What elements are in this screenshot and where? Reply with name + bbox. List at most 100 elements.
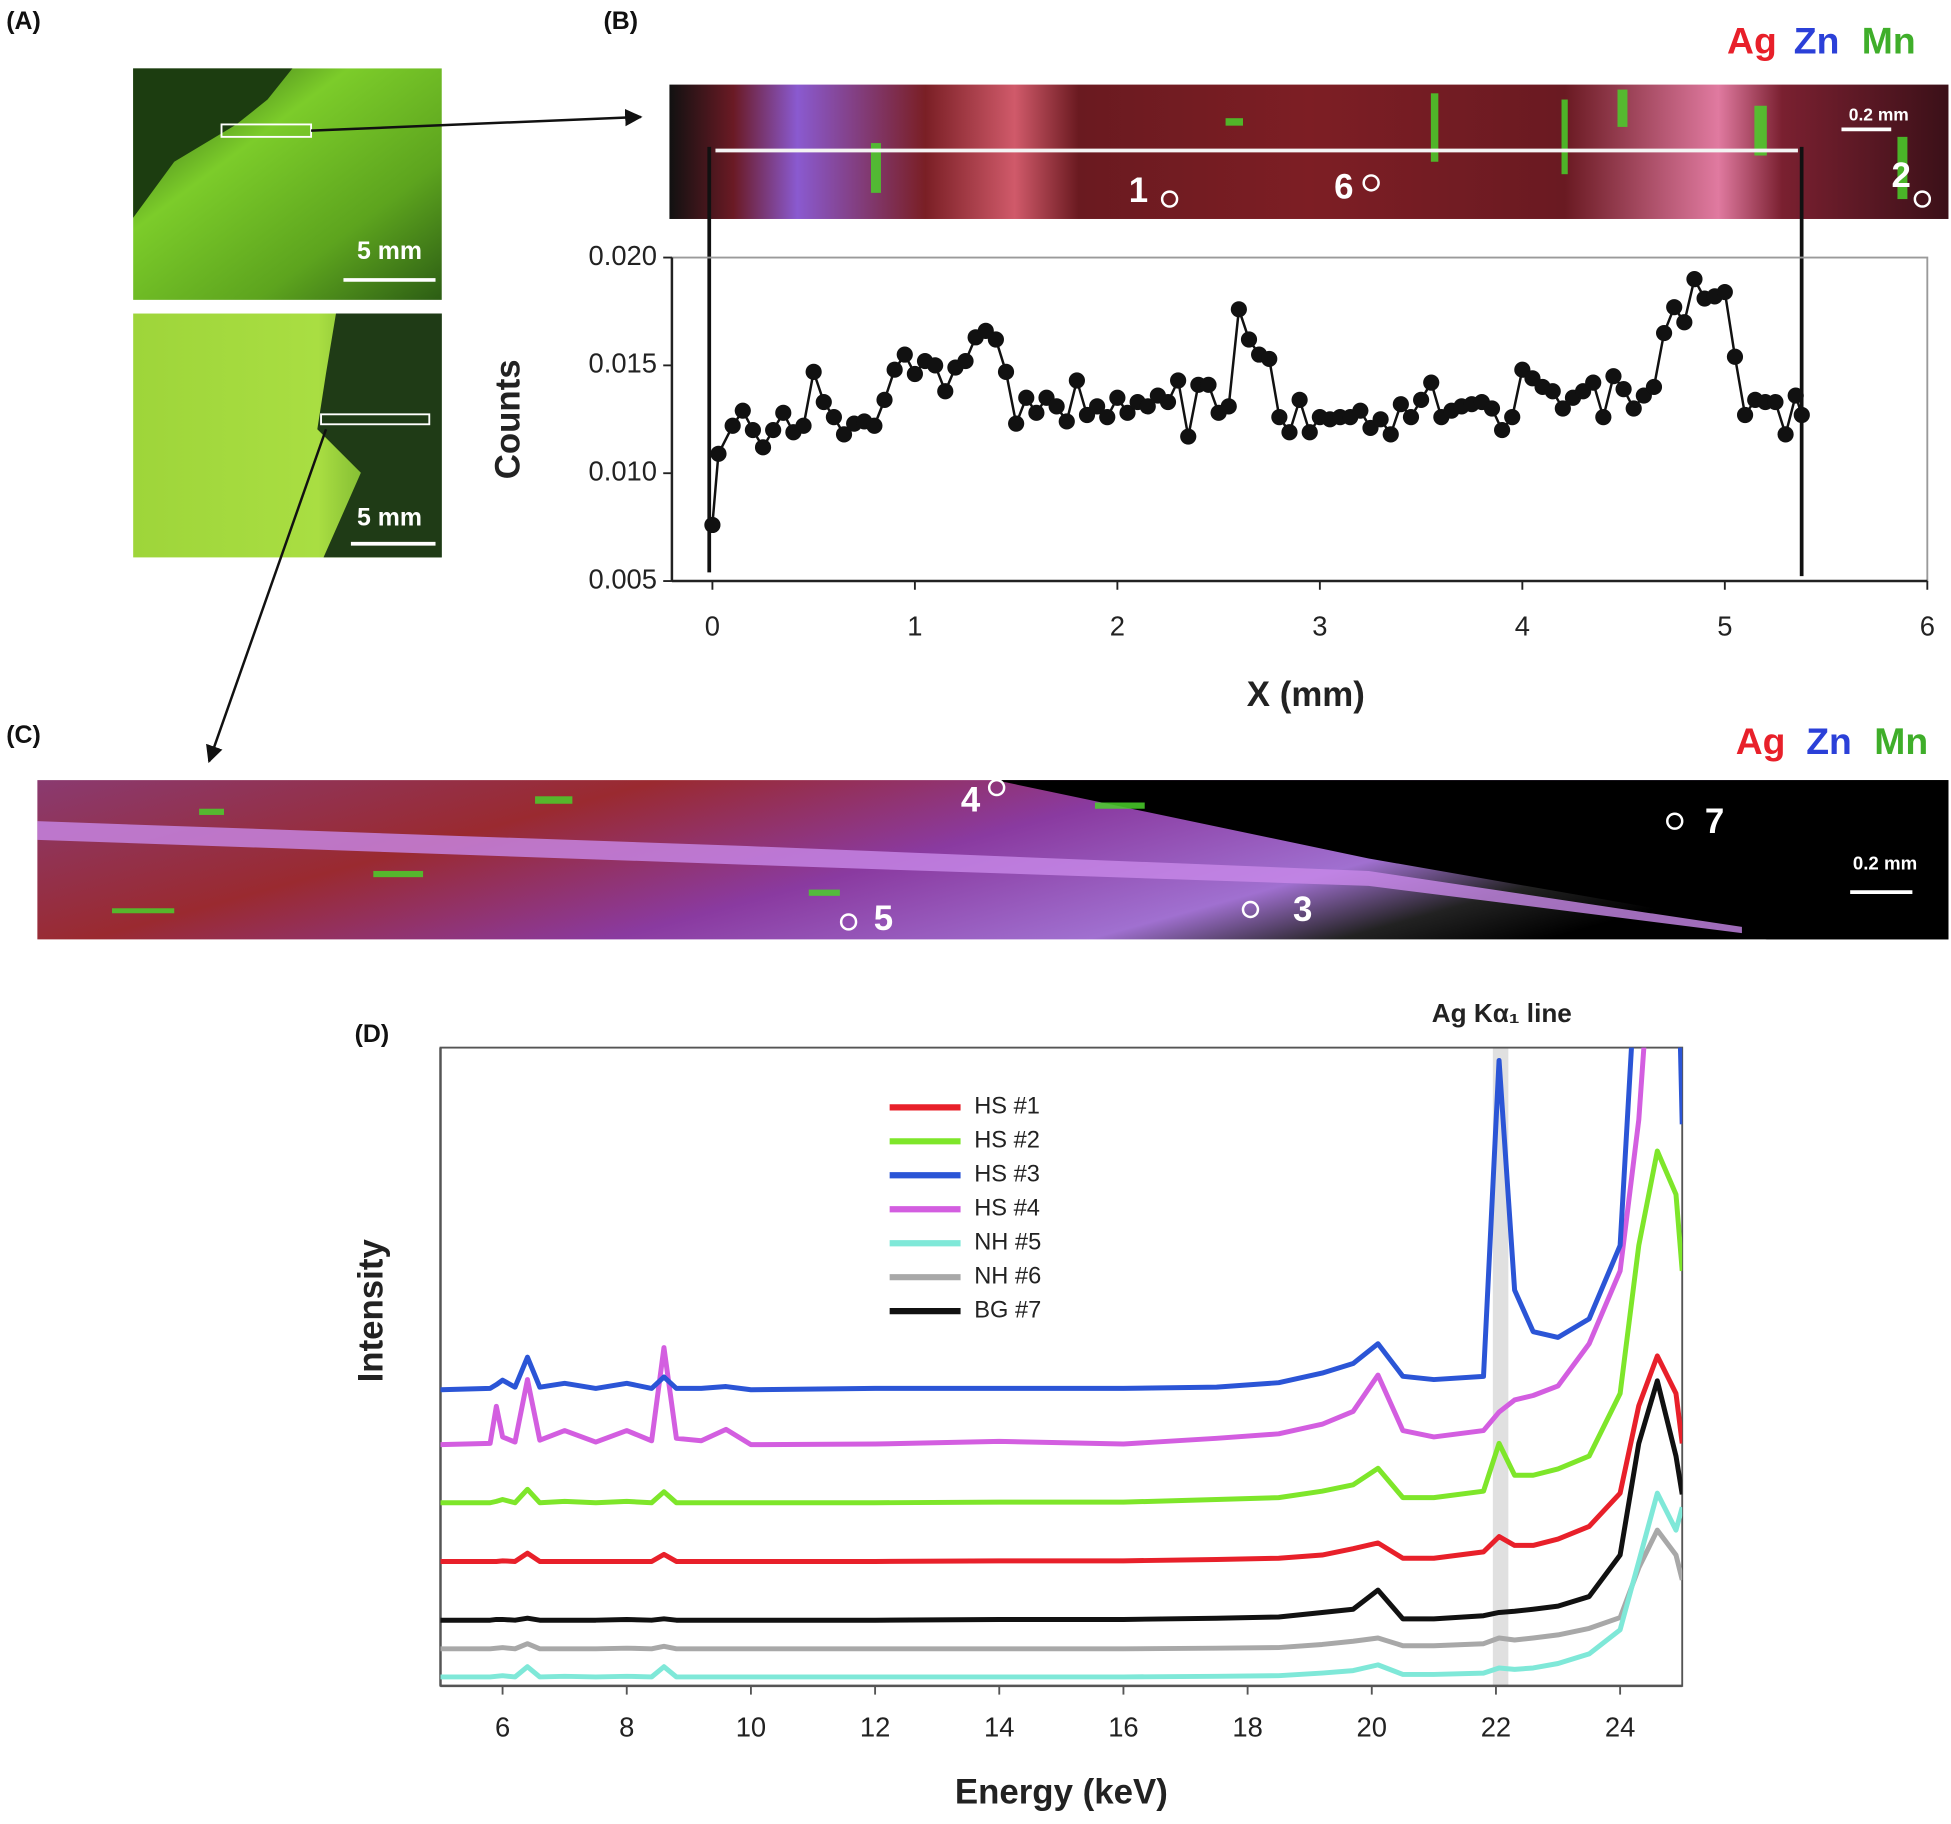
data-point: [1139, 398, 1156, 415]
series: [440, 1047, 1647, 1448]
point-marker: [1241, 900, 1260, 919]
data-point: [927, 357, 944, 374]
x-tick-label: 24: [1605, 1712, 1635, 1743]
point-label: 1: [1129, 171, 1148, 210]
data-point: [744, 421, 761, 439]
data-point: [815, 393, 832, 411]
data-point: [1666, 299, 1683, 316]
data-point: [1220, 398, 1237, 415]
scale-bar-label: 0.2 mm: [1853, 853, 1917, 874]
data-point: [1028, 404, 1045, 421]
series-line: [440, 1353, 1683, 1564]
y-axis-label: Counts: [488, 359, 527, 479]
data-point: [1372, 411, 1389, 428]
data-point: [1494, 421, 1511, 439]
data-point: [987, 331, 1004, 348]
data-point: [1402, 409, 1420, 426]
data-point: [1767, 393, 1784, 411]
point-marker: [987, 778, 1006, 797]
data-point: [896, 346, 913, 363]
panel-label: (D): [355, 1020, 390, 1048]
x-tick-label: 12: [860, 1712, 890, 1743]
data-point: [937, 383, 954, 400]
series-line: [440, 1047, 1683, 1393]
map-c-band: [37, 821, 1742, 934]
data-point: [835, 426, 853, 443]
series: [440, 1148, 1683, 1506]
x-tick-label: 10: [736, 1712, 766, 1743]
data-point: [906, 365, 923, 383]
data-point: [1068, 372, 1085, 389]
legend-label: HS #4: [974, 1195, 1040, 1221]
data-point: [805, 363, 822, 380]
data-point: [775, 404, 792, 421]
point-label: 4: [961, 781, 981, 820]
data-point: [1119, 404, 1136, 421]
series-line: [440, 1527, 1683, 1652]
point-marker: [1362, 174, 1380, 192]
point-label: 3: [1293, 890, 1312, 929]
scale-bar-label: 5 mm: [357, 503, 422, 531]
data-point: [1676, 314, 1693, 331]
series: [440, 1353, 1683, 1564]
data-point: [1423, 374, 1440, 391]
series: [440, 1378, 1683, 1623]
x-tick-label: 16: [1108, 1712, 1138, 1743]
data-point: [710, 445, 727, 462]
data-point: [1159, 393, 1177, 411]
data-point: [1585, 374, 1602, 391]
data-point: [866, 417, 883, 434]
data-point: [765, 421, 782, 439]
data-point: [1655, 324, 1673, 342]
series: [440, 1527, 1683, 1652]
data-point: [1392, 396, 1409, 413]
highlight-band: [1492, 1047, 1509, 1686]
data-point: [825, 409, 842, 426]
data-point: [1301, 424, 1318, 441]
point-label: 7: [1705, 802, 1724, 841]
x-tick-label: 14: [984, 1712, 1014, 1743]
data-point: [997, 363, 1015, 380]
data-point: [1230, 301, 1247, 318]
x-tick-label: 8: [619, 1712, 634, 1743]
roi-box: [320, 413, 431, 426]
data-point: [795, 417, 812, 434]
series-line: [440, 1378, 1683, 1623]
x-tick-label: 20: [1357, 1712, 1387, 1743]
image-a-dark: [317, 313, 442, 558]
y-tick-label: 0.005: [589, 563, 657, 594]
data-point: [1200, 376, 1217, 393]
data-point: [1544, 383, 1561, 400]
data-point: [1089, 398, 1106, 415]
series-line: [440, 1047, 1647, 1448]
data-point: [1170, 372, 1187, 389]
point-label: 6: [1334, 167, 1353, 206]
legend-label: HS #3: [974, 1162, 1040, 1188]
data-point: [1726, 348, 1744, 365]
x-tick-label: 1: [907, 611, 922, 642]
x-tick-label: 0: [705, 611, 720, 642]
series: [440, 1490, 1683, 1680]
panel-label: (B): [603, 7, 638, 35]
point-marker: [1666, 812, 1684, 830]
data-point: [957, 352, 974, 370]
data-point: [886, 361, 903, 378]
data-point: [1291, 391, 1308, 408]
element-label: Mn: [1874, 720, 1928, 762]
data-point: [1625, 400, 1642, 417]
data-point: [704, 516, 721, 534]
element-label: Zn: [1794, 19, 1840, 61]
data-point: [1595, 409, 1612, 426]
annotation: Ag Kα₁ line: [1432, 998, 1572, 1028]
data-point: [1483, 400, 1501, 417]
data-point: [724, 417, 741, 434]
data-point: [1240, 331, 1258, 348]
element-label: Ag: [1727, 19, 1777, 61]
x-axis-label: X (mm): [1247, 675, 1365, 714]
element-label: Ag: [1736, 720, 1786, 762]
data-point: [1645, 378, 1663, 396]
x-tick-label: 18: [1232, 1712, 1262, 1743]
image-a-dark: [133, 68, 293, 218]
